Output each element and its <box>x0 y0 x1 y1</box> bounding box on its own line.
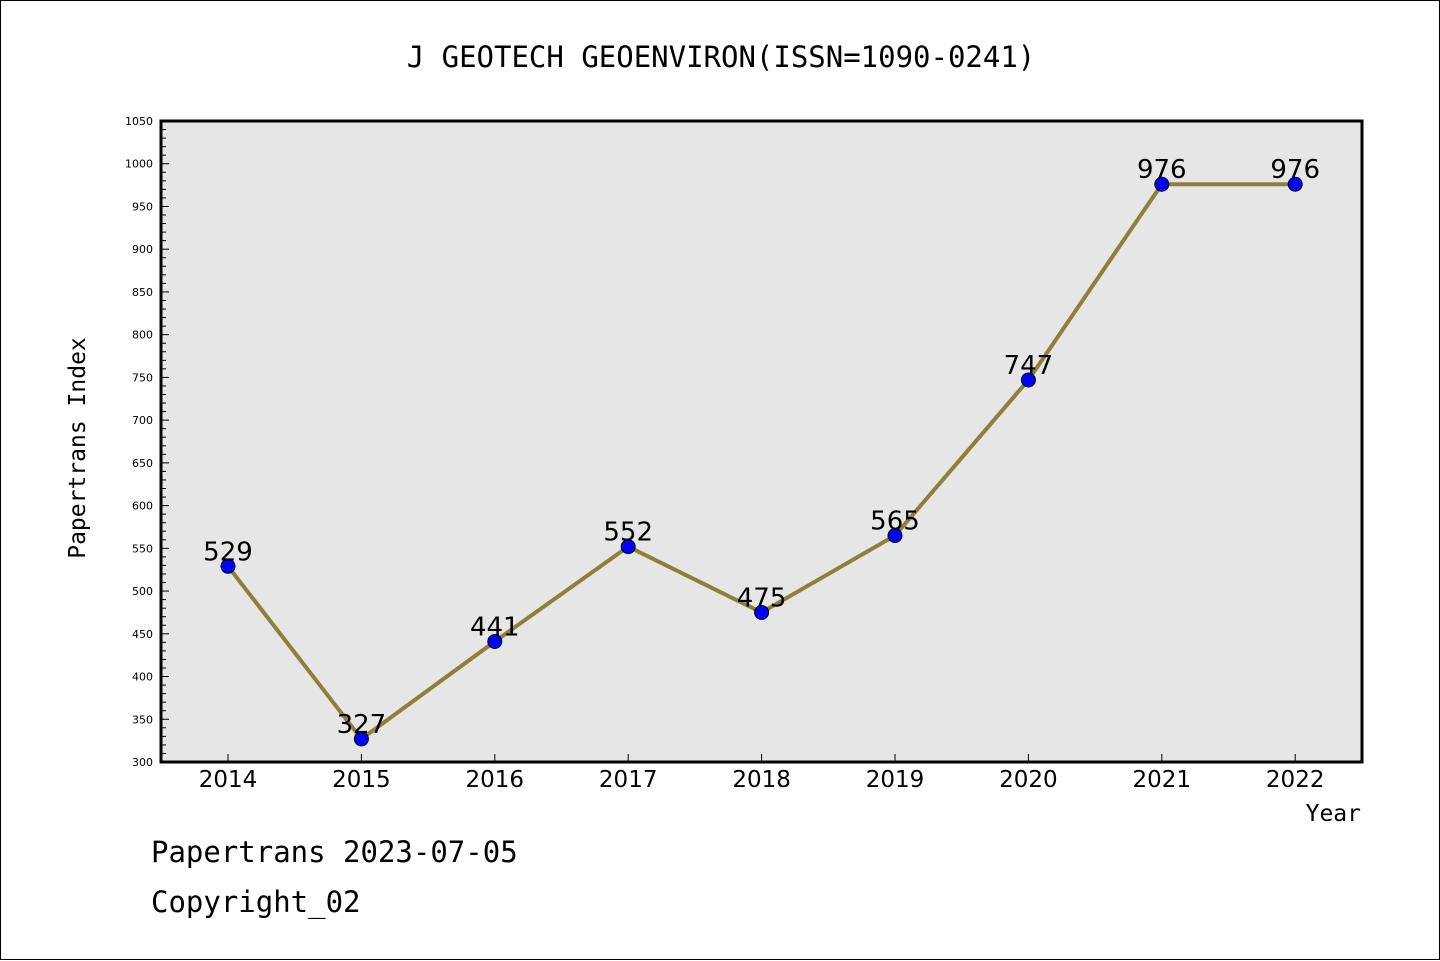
data-point <box>353 731 369 747</box>
data-labels: 529 327 441 552 475 565 747 976 976 <box>203 155 1320 740</box>
x-tick-label: 2017 <box>599 767 658 793</box>
y-tick-label: 800 <box>132 329 153 342</box>
data-point <box>887 528 903 544</box>
y-minor-ticks <box>161 120 169 763</box>
y-tick-label: 450 <box>132 628 153 641</box>
x-tick-label: 2018 <box>732 767 791 793</box>
data-label: 976 <box>1137 155 1187 185</box>
y-tick-label: 700 <box>132 414 153 427</box>
data-label: 475 <box>737 583 787 613</box>
data-label: 552 <box>603 518 653 548</box>
x-tick-label: 2014 <box>199 767 258 793</box>
y-tick-label: 850 <box>132 286 153 299</box>
y-tick-label: 1000 <box>125 158 153 171</box>
y-tick-label: 350 <box>132 713 153 726</box>
data-label: 441 <box>470 612 520 642</box>
data-label: 529 <box>203 537 253 567</box>
chart-title: J GEOTECH GEOENVIRON(ISSN=1090-0241) <box>407 40 1036 74</box>
x-axis: 2014 2015 2016 2017 2018 2019 2020 2021 2022 <box>199 754 1325 793</box>
data-point <box>620 539 636 555</box>
y-axis: 300 350 400 450 500 550 600 650 700 750 800 850 900 9… <box>125 115 153 769</box>
footer-copyright: Copyright_02 <box>151 885 361 919</box>
data-point <box>1154 176 1170 192</box>
footer-date: Papertrans 2023-07-05 <box>151 835 518 869</box>
y-tick-label: 650 <box>132 457 153 470</box>
y-tick-label: 950 <box>132 200 153 213</box>
x-axis-label: Year <box>1306 801 1361 827</box>
y-tick-label: 400 <box>132 671 153 684</box>
data-point <box>1287 176 1303 192</box>
y-axis-label: Papertrans Index <box>65 337 91 559</box>
data-point <box>220 558 236 574</box>
y-tick-label: 900 <box>132 243 153 256</box>
y-tick-label: 750 <box>132 371 153 384</box>
x-tick-label: 2020 <box>999 767 1058 793</box>
data-point <box>1020 372 1036 388</box>
data-label: 747 <box>1004 351 1054 381</box>
x-tick-label: 2015 <box>332 767 391 793</box>
x-tick-label: 2016 <box>466 767 525 793</box>
plot-area <box>159 119 1364 764</box>
y-tick-label: 300 <box>132 756 153 769</box>
y-tick-label: 550 <box>132 542 153 555</box>
y-tick-label: 500 <box>132 585 153 598</box>
data-label: 565 <box>870 507 920 537</box>
series-layer <box>220 176 1303 747</box>
data-point <box>487 633 503 649</box>
x-tick-label: 2022 <box>1266 767 1325 793</box>
y-tick-label: 600 <box>132 500 153 513</box>
data-point <box>754 604 770 620</box>
data-label: 327 <box>337 710 387 740</box>
data-label: 976 <box>1270 155 1320 185</box>
x-tick-label: 2019 <box>866 767 925 793</box>
y-tick-label: 1050 <box>125 115 153 128</box>
x-tick-label: 2021 <box>1133 767 1192 793</box>
